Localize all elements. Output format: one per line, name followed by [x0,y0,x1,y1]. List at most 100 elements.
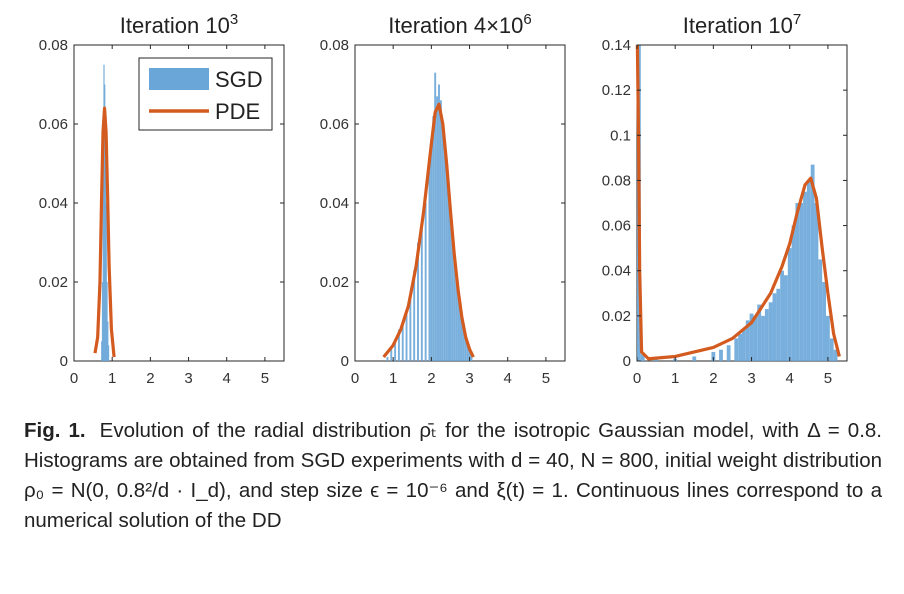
histogram-bar [764,309,769,361]
histogram-bar [457,289,460,361]
histogram-bar [818,259,823,361]
histogram-bar [749,313,754,361]
histogram-bar [776,288,781,361]
histogram-bar [822,282,826,361]
histogram-bar [453,250,456,361]
histogram-bar [742,329,746,361]
histogram-bar [107,345,110,361]
panel-2: 0 1 2 3 4 5 0 0.02 0.04 0.06 0.08 Iteration 4×106 [320,11,566,387]
histogram-bar [654,358,658,361]
histogram-bar [757,304,762,361]
legend-label-sgd: SGD [215,67,263,92]
y-tick-label: 0.08 [320,37,349,54]
x-tick-label: 4 [223,370,231,387]
x-tick-label: 5 [542,370,550,387]
histogram-bar [103,64,105,361]
histogram-bar [424,203,427,361]
histogram-bar [394,341,397,361]
panel-title: Iteration 103 [120,11,238,38]
histogram-bar [466,345,469,361]
histogram-bar [761,315,765,361]
histogram-bar [441,124,444,361]
x-tick-label: 1 [671,370,679,387]
y-tick-label: 0.02 [602,308,631,325]
histogram-bar [102,183,104,361]
legend: SGD PDE [138,57,273,131]
histogram-bar [719,349,723,361]
y-tick-label: 0.04 [320,195,349,212]
histogram-bar [106,282,108,361]
histogram-bar [768,302,773,361]
histogram-bar [462,329,465,361]
histogram-bar [409,293,412,361]
histogram-bar [449,214,452,361]
panel-1: 0 1 2 3 4 5 0 0.02 0.04 0.06 0.08 Iteration 103 SGD P… [39,11,285,387]
x-tick-label: 3 [465,370,473,387]
x-tick-label: 5 [824,370,832,387]
histogram-bar [803,191,807,361]
histogram-bar [814,203,819,361]
y-tick-label: 0.02 [39,274,68,291]
histogram-bar [795,203,800,361]
y-tick-label: 0.06 [320,116,349,133]
histogram-bar [829,338,834,361]
histogram-bar [470,353,473,361]
histogram-bar [432,116,435,361]
y-tick-label: 0 [341,353,349,370]
x-tick-label: 2 [146,370,154,387]
caption-label: Fig. 1. [24,419,86,442]
histogram-bar [447,191,450,361]
histogram-bar [745,320,750,361]
y-tick-label: 0 [60,353,68,370]
y-tick-label: 0.04 [602,263,631,280]
histogram-bar [787,248,792,361]
histogram-bar [397,329,400,361]
histogram-bar [826,315,830,361]
histogram-bar [810,164,815,361]
y-tick-label: 0.06 [602,218,631,235]
histogram-bar [780,270,784,361]
histogram-bar [390,349,393,361]
histogram-bar [455,274,458,361]
y-tick-label: 0.08 [602,172,631,189]
y-tick-label: 0.12 [602,82,631,99]
caption-text: Evolution of the radial distribution ρ̄ₜ… [24,419,882,532]
x-tick-label: 2 [427,370,435,387]
histogram-bar [791,225,796,361]
legend-swatch-sgd [149,68,209,90]
figure: 0 1 2 3 4 5 0 0.02 0.04 0.06 0.08 Iteration 103 SGD P… [39,11,848,387]
histogram-bar [833,349,838,361]
histogram-bar [420,226,423,361]
histogram-bar [799,203,804,361]
panel-title: Iteration 107 [683,11,801,38]
histogram-bar [711,351,716,361]
pde-line [382,102,475,359]
histogram-bar [428,163,431,361]
x-tick-label: 2 [709,370,717,387]
histogram-bar [443,139,446,361]
x-tick-label: 3 [184,370,192,387]
histogram-bar [464,337,467,361]
x-tick-label: 3 [747,370,755,387]
x-tick-label: 4 [504,370,512,387]
histogram-bar [104,124,107,361]
histogram-bar [726,345,731,361]
histogram-bar [430,143,433,361]
y-tick-label: 0.06 [39,116,68,133]
histogram-bar [386,357,389,361]
y-tick-label: 0.08 [39,37,68,54]
histogram-bar [436,96,439,361]
x-tick-label: 0 [70,370,78,387]
histogram-bar [692,356,697,361]
histogram-bar [806,180,811,361]
panel-3: 0 1 2 3 4 5 0 0.02 0.04 0.06 0.08 0.1 0.12 0.14 Iterat… [602,11,848,387]
x-tick-label: 4 [786,370,794,387]
x-tick-label: 0 [351,370,359,387]
histogram-bar [413,270,416,361]
x-tick-label: 1 [108,370,116,387]
histogram-bar [405,309,408,361]
histogram-bar [434,72,437,362]
histogram-bar [460,317,463,361]
histogram-bar [107,321,109,361]
y-tick-label: 0.14 [602,37,631,54]
